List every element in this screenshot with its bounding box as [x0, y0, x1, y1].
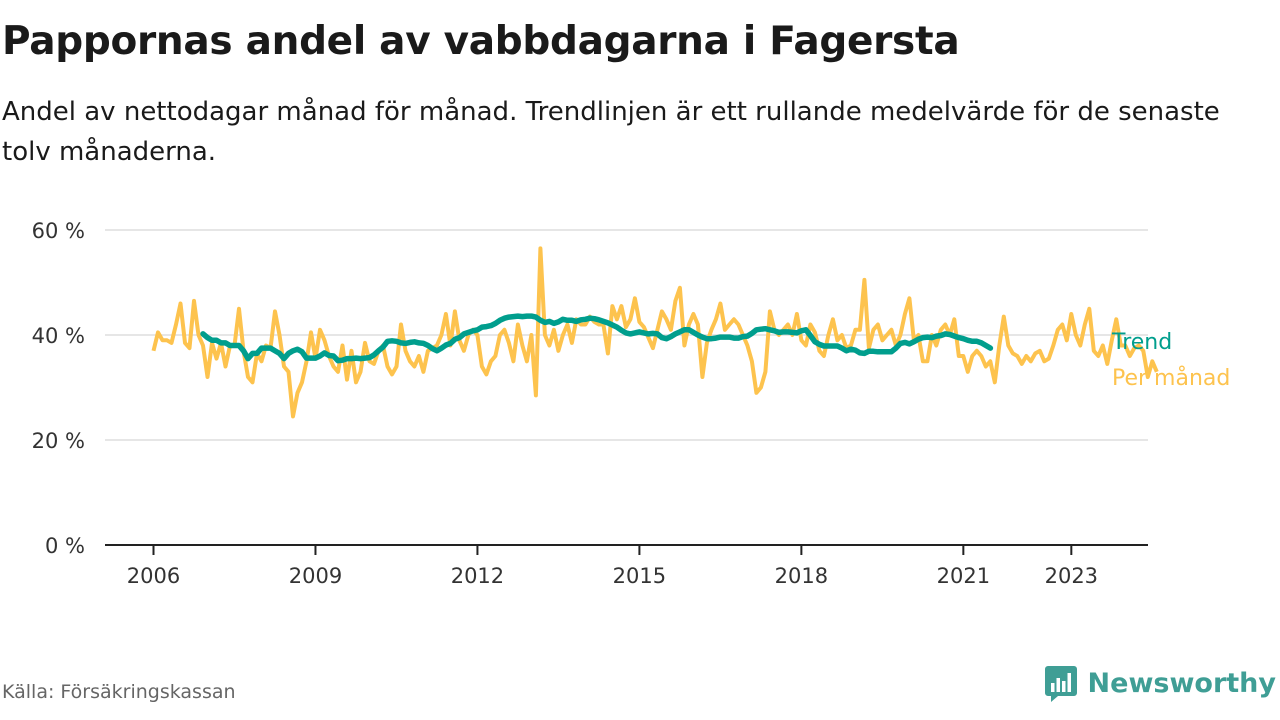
- series-line-per-manad: [151, 246, 1159, 419]
- x-tick-label: 2015: [613, 564, 666, 588]
- x-axis-ticks: 2006 2009 2012 2015 2018 2021 2023: [127, 545, 1098, 588]
- y-axis-ticks: 0 % 20 % 40 % 60 %: [32, 219, 85, 558]
- series-label-per-manad: Per månad: [1112, 365, 1230, 391]
- x-tick-label: 2023: [1045, 564, 1098, 588]
- bar-chart-speech-bubble-icon: [1044, 666, 1077, 702]
- chart-subtitle: Andel av nettodagar månad för månad. Tre…: [2, 97, 1220, 167]
- x-tick-label: 2021: [937, 564, 990, 588]
- x-tick-label: 2012: [451, 564, 504, 588]
- source-note: Källa: Försäkringskassan: [2, 681, 236, 703]
- chart-title: Pappornas andel av vabbdagarna i Fagerst…: [2, 19, 960, 64]
- x-tick-label: 2006: [127, 564, 180, 588]
- x-tick-label: 2018: [775, 564, 828, 588]
- brand-name: Newsworthy: [1087, 668, 1276, 699]
- y-tick-label: 20 %: [32, 429, 85, 453]
- y-tick-label: 0 %: [45, 534, 85, 558]
- x-tick-label: 2009: [289, 564, 342, 588]
- series-label-trend: Trend: [1111, 330, 1172, 355]
- brand-logo[interactable]: Newsworthy: [1044, 664, 1276, 704]
- series-line-trend: [200, 313, 994, 364]
- y-tick-label: 60 %: [32, 219, 85, 243]
- y-tick-label: 40 %: [32, 324, 85, 348]
